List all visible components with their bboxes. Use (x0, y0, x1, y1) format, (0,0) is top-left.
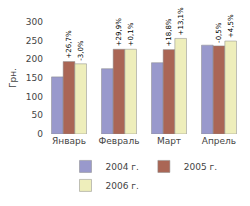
svg-text:+18,8%: +18,8% (165, 18, 173, 46)
svg-text:+4,5%: +4,5% (227, 14, 235, 38)
svg-text:100: 100 (26, 92, 43, 102)
svg-text:2005 г.: 2005 г. (184, 162, 217, 172)
svg-text:Февраль: Февраль (99, 136, 140, 146)
svg-text:+26,7%: +26,7% (65, 30, 73, 58)
svg-text:+13,1%: +13,1% (177, 7, 185, 35)
svg-text:50: 50 (32, 110, 44, 120)
svg-text:2004 г.: 2004 г. (106, 162, 139, 172)
svg-text:+0,1%: +0,1% (127, 22, 135, 46)
svg-text:250: 250 (26, 36, 43, 46)
svg-text:200: 200 (26, 54, 43, 64)
svg-text:Грн.: Грн. (8, 68, 18, 88)
svg-text:-0,5%: -0,5% (215, 22, 223, 43)
svg-text:2006 г.: 2006 г. (106, 181, 139, 191)
svg-text:150: 150 (26, 73, 43, 83)
svg-text:+29,9%: +29,9% (115, 18, 123, 46)
svg-text:Январь: Январь (52, 136, 86, 146)
svg-text:-3,0%: -3,0% (77, 40, 85, 61)
svg-text:300: 300 (26, 17, 43, 27)
svg-text:Апрель: Апрель (202, 136, 236, 146)
svg-text:Март: Март (157, 136, 181, 146)
svg-text:0: 0 (37, 129, 43, 139)
